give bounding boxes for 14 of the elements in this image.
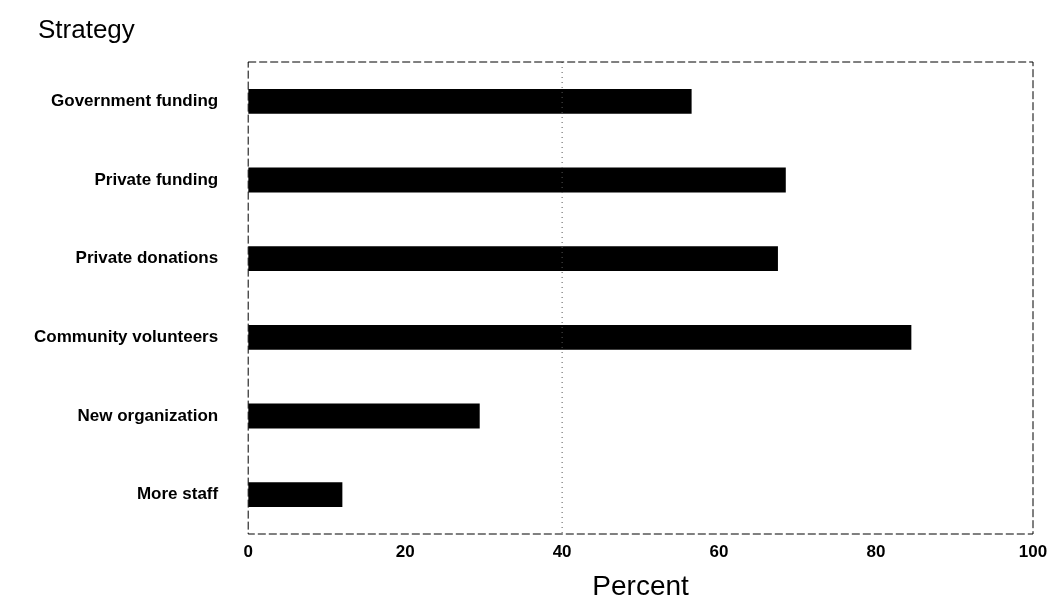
x-tick-label: 60 [709, 541, 729, 561]
x-tick-label: 0 [243, 541, 253, 561]
chart-title: Strategy [38, 14, 135, 45]
x-tick-label: 40 [552, 541, 572, 561]
y-tick-label: More staff [136, 484, 219, 504]
x-tick-label: 80 [866, 541, 886, 561]
x-axis-title: Percent [592, 569, 690, 601]
y-tick-label: Private funding [94, 169, 219, 189]
y-tick-label: Private donations [75, 248, 219, 268]
y-tick-label: New organization [77, 405, 219, 425]
x-tick-label: 20 [395, 541, 415, 561]
y-tick-label: Government funding [51, 91, 219, 111]
x-tick-label: 100 [1018, 541, 1048, 561]
y-tick-label: Community volunteers [33, 327, 219, 347]
